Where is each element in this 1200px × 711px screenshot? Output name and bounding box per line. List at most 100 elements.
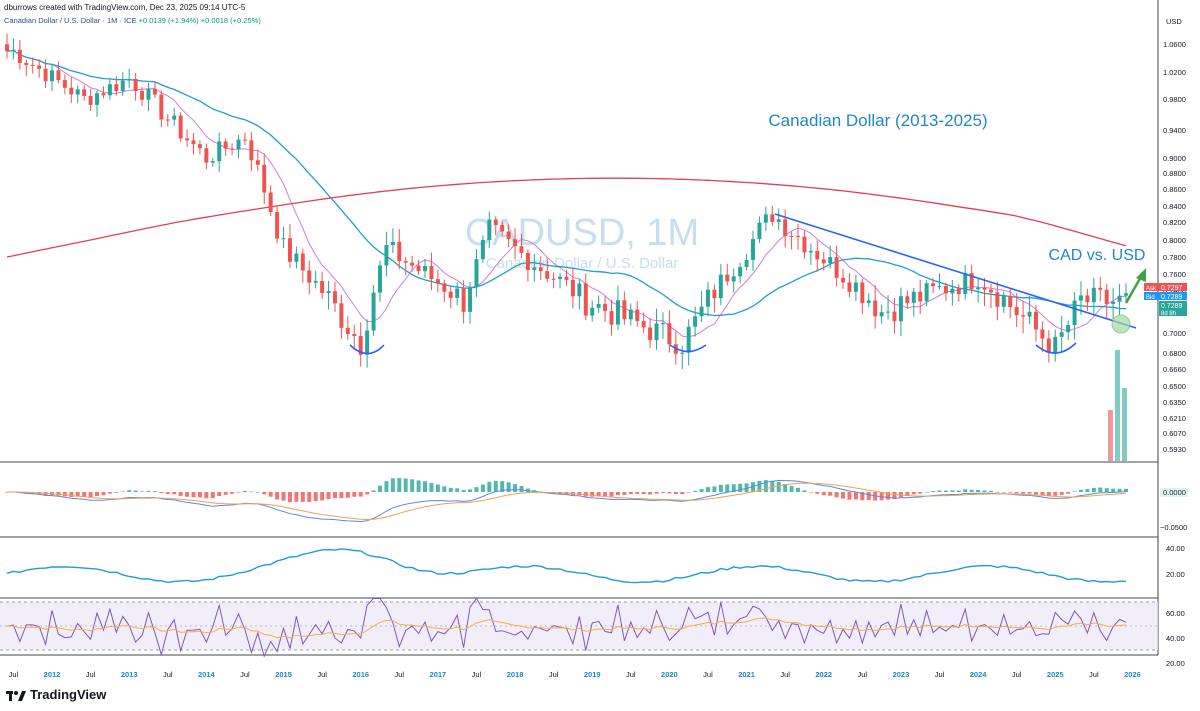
candle-body	[1021, 315, 1026, 317]
bottom-arc-2020[interactable]	[669, 344, 707, 353]
candle-body	[275, 212, 280, 239]
candle-body	[1014, 307, 1019, 316]
candle-body	[1117, 295, 1122, 302]
price-tick: 0.6660	[1163, 365, 1186, 374]
candle-body	[1091, 287, 1096, 303]
candlesticks[interactable]	[5, 33, 1128, 370]
macd-histogram-bar	[1014, 492, 1019, 494]
candle-body	[879, 312, 884, 317]
macd-histogram-bar	[294, 492, 299, 502]
macd-histogram-bar	[918, 492, 923, 494]
candle-body	[191, 140, 196, 145]
macd-histogram-bar	[500, 481, 505, 492]
candle-body	[500, 225, 505, 232]
macd-histogram-bar	[988, 490, 993, 492]
price-axis[interactable]: 1.0600 1.0200 0.9800 0.9400 0.9000 0.8800 0.86…	[1163, 40, 1186, 454]
price-tick: 0.6800	[1163, 349, 1186, 358]
candle-body	[924, 283, 929, 302]
candle-body	[577, 283, 582, 297]
candle-body	[435, 279, 440, 284]
candle-body	[718, 274, 723, 299]
breakout-highlight[interactable]	[1111, 314, 1131, 334]
price-tick: 0.6500	[1163, 382, 1186, 391]
trend-line[interactable]	[774, 213, 1137, 329]
macd-histogram-bar	[763, 480, 768, 492]
currency-label: USD	[1166, 17, 1182, 26]
time-tick: Jul	[935, 670, 945, 679]
macd-histogram-bar	[924, 491, 929, 493]
candle-body	[313, 281, 318, 283]
candle-body	[24, 62, 29, 65]
macd-histogram-bar	[210, 492, 215, 499]
macd-histogram-bar	[963, 489, 968, 492]
macd-histogram-bar	[622, 492, 627, 495]
macd-histogram-bar	[480, 484, 485, 492]
candle-body	[545, 271, 550, 279]
footer-brand: TradingView	[30, 687, 107, 702]
macd-histogram-bar	[648, 492, 653, 495]
candle-body	[236, 139, 241, 150]
candle-body	[834, 257, 839, 278]
candle-body	[30, 64, 35, 66]
macd-histogram-bar	[898, 492, 903, 498]
macd-histogram-bar	[410, 479, 415, 492]
candle-body	[1001, 295, 1006, 307]
time-axis[interactable]: Jul 2012 Jul 2013 Jul 2014 Jul 2015 Jul 2016 Jul 20…	[9, 670, 1141, 679]
candle-body	[519, 246, 524, 253]
candle-body	[763, 214, 768, 223]
time-tick: 2015	[275, 670, 292, 679]
candle-body	[995, 292, 1000, 307]
candle-body	[866, 300, 871, 304]
candle-body	[210, 161, 215, 163]
candle-body	[474, 259, 479, 288]
candle-body	[358, 336, 363, 355]
macd-histogram-bar	[165, 492, 170, 495]
candle-body	[165, 119, 170, 121]
candle-body	[564, 276, 569, 280]
macd-histogram-bar	[950, 490, 955, 492]
macd-histogram-bar	[712, 486, 717, 492]
candle-body	[461, 288, 466, 312]
macd-histogram-bar	[776, 481, 781, 492]
candle-body	[410, 262, 415, 266]
candle-body	[62, 80, 67, 88]
candle-body	[796, 236, 800, 238]
symbol-legend[interactable]: Canadian Dollar / U.S. Dollar · 1M · ICE…	[4, 16, 261, 25]
price-tick: 1.0600	[1163, 40, 1186, 49]
macd-histogram-bar	[879, 492, 884, 501]
macd-histogram-bar	[326, 492, 331, 500]
macd-histogram-bar	[1079, 489, 1083, 492]
tradingview-logo-icon	[6, 690, 26, 701]
rsi-tick: 40.00	[1166, 634, 1185, 643]
candle-body	[127, 78, 132, 81]
candle-body	[1104, 289, 1109, 304]
candle-body	[841, 277, 846, 283]
time-tick: 2020	[661, 670, 678, 679]
bottom-arc-2025[interactable]	[1035, 342, 1077, 354]
macd-histogram-bar	[1027, 492, 1032, 494]
time-tick: 2013	[121, 670, 138, 679]
tradingview-logo[interactable]: TradingView	[6, 687, 106, 702]
macd-histogram-bar	[217, 492, 222, 497]
candle-body	[403, 261, 408, 263]
adx-line	[6, 548, 1127, 584]
macd-pane[interactable]	[5, 478, 1128, 523]
candle-body	[268, 192, 273, 213]
candle-body	[1008, 295, 1013, 308]
macd-histogram-bar	[474, 487, 479, 492]
adx-pane[interactable]	[6, 548, 1127, 584]
candle-body	[558, 276, 563, 280]
breakout-arrow[interactable]	[1124, 274, 1144, 304]
candle-body	[680, 352, 685, 354]
macd-histogram-bar	[995, 491, 1000, 493]
bottom-arc-2016[interactable]	[349, 344, 385, 355]
candle-body	[648, 327, 653, 341]
rsi-pane[interactable]	[6, 597, 1127, 658]
macd-histogram-bar	[892, 492, 897, 500]
macd-histogram-bar	[660, 492, 665, 493]
candle-body	[628, 309, 633, 320]
macd-histogram-bar	[673, 492, 678, 495]
volume-bar	[1115, 350, 1120, 461]
macd-histogram-bar	[1059, 492, 1064, 495]
